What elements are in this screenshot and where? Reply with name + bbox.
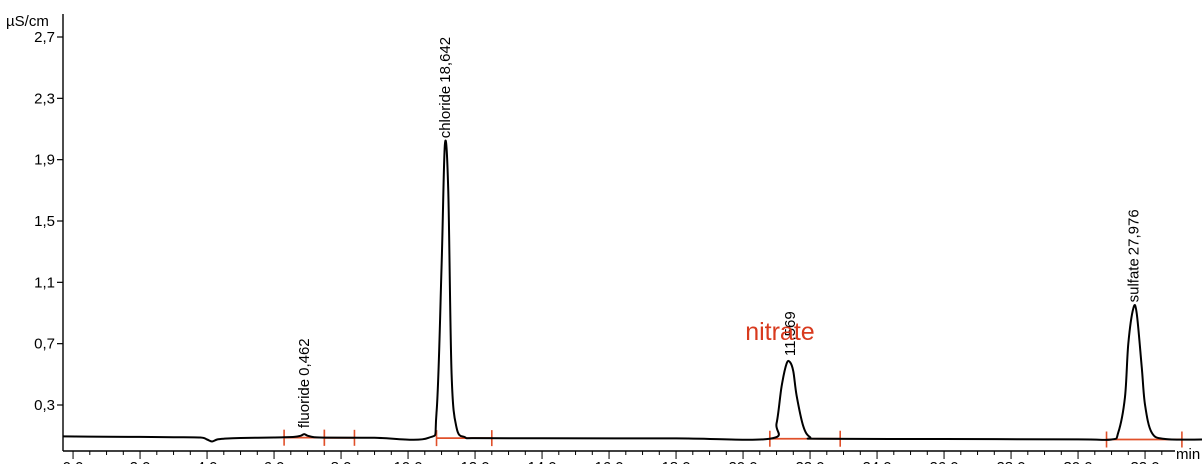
x-tick-label: 18,0 [661, 459, 690, 464]
peak-label: 11,569 [782, 311, 799, 356]
x-axis-label: min [1176, 446, 1200, 463]
peak-label: chloride 18,642 [437, 37, 454, 138]
peak-name: sulfate [1125, 258, 1142, 302]
y-tick-label: 0,3 [34, 397, 55, 414]
y-tick-label: 1,9 [34, 152, 55, 169]
x-tick-label: 30,0 [1063, 459, 1092, 464]
peak-label: sulfate 27,976 [1125, 209, 1142, 302]
series-line [62, 139, 1202, 443]
x-tick-label: 22,0 [795, 459, 824, 464]
x-tick-label: 20,0 [728, 459, 757, 464]
peak-value: 18,642 [437, 37, 454, 83]
y-axis-label: µS/cm [6, 13, 49, 30]
x-tick-label: 28,0 [996, 459, 1025, 464]
nitrate-annotation: nitrate [745, 318, 814, 346]
x-tick-label: 0,0 [63, 459, 84, 464]
x-tick-label: 6,0 [264, 459, 285, 464]
peak-name: fluoride [296, 379, 313, 428]
peak-name: chloride [437, 86, 454, 139]
y-tick-label: 0,7 [34, 336, 55, 353]
x-tick-label: 10,0 [393, 459, 422, 464]
x-tick-label: 32,0 [1130, 459, 1159, 464]
x-ticks: 0,0 2,0 4,0 6,0 8,0 10,0 12,0 14,0 16,0 18,0 20,0 2… [63, 451, 1163, 464]
y-tick-label: 1,1 [34, 274, 55, 291]
peak-value: 0,462 [296, 338, 313, 376]
y-tick-label: 2,7 [34, 29, 55, 46]
axes: µS/cm min [6, 13, 1200, 463]
peak-value: 27,976 [1125, 209, 1142, 255]
y-ticks: 0,3 0,7 1,1 1,5 1,9 2,3 2,7 [34, 29, 63, 414]
peak-value: 11,569 [782, 311, 799, 356]
x-tick-label: 8,0 [331, 459, 352, 464]
x-tick-label: 4,0 [197, 459, 218, 464]
x-tick-label: 2,0 [130, 459, 151, 464]
y-tick-label: 2,3 [34, 90, 55, 107]
x-tick-label: 16,0 [594, 459, 623, 464]
x-tick-label: 26,0 [929, 459, 958, 464]
x-tick-label: 14,0 [527, 459, 556, 464]
x-tick-label: 12,0 [460, 459, 489, 464]
x-tick-label: 24,0 [862, 459, 891, 464]
peak-labels: fluoride 0,462 chloride 18,642 11,569 sulfate… [296, 37, 1142, 428]
y-tick-label: 1,5 [34, 213, 55, 230]
peak-label: fluoride 0,462 [296, 338, 313, 428]
